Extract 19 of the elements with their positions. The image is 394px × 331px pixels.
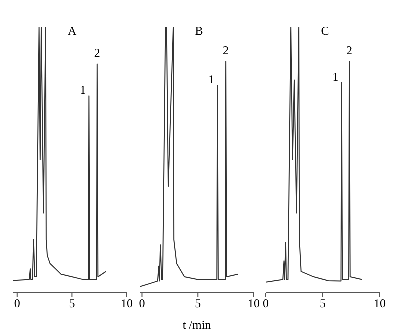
x-tick-label: 0	[263, 296, 269, 311]
x-tick-label: 10	[374, 296, 386, 311]
x-tick-label: 5	[320, 296, 326, 311]
chart-title: A	[68, 24, 77, 38]
annotation: 1	[332, 70, 339, 84]
annotation: 2	[346, 44, 353, 58]
x-tick-label: 10	[121, 296, 133, 311]
chart-title: C	[321, 24, 330, 38]
x-tick-label: 5	[69, 296, 76, 311]
x-tick-label: 0	[139, 296, 146, 311]
x-tick-label: 5	[195, 296, 202, 311]
annotation: 1	[80, 83, 86, 98]
x-axis-title: t /min	[182, 318, 212, 331]
annotation: 2	[223, 44, 230, 58]
x-tick-label: 0	[14, 296, 20, 311]
annotation: 1	[208, 72, 215, 87]
annotation: 2	[94, 46, 100, 60]
chart-title: B	[195, 24, 204, 38]
x-tick-label: 10	[248, 296, 260, 311]
